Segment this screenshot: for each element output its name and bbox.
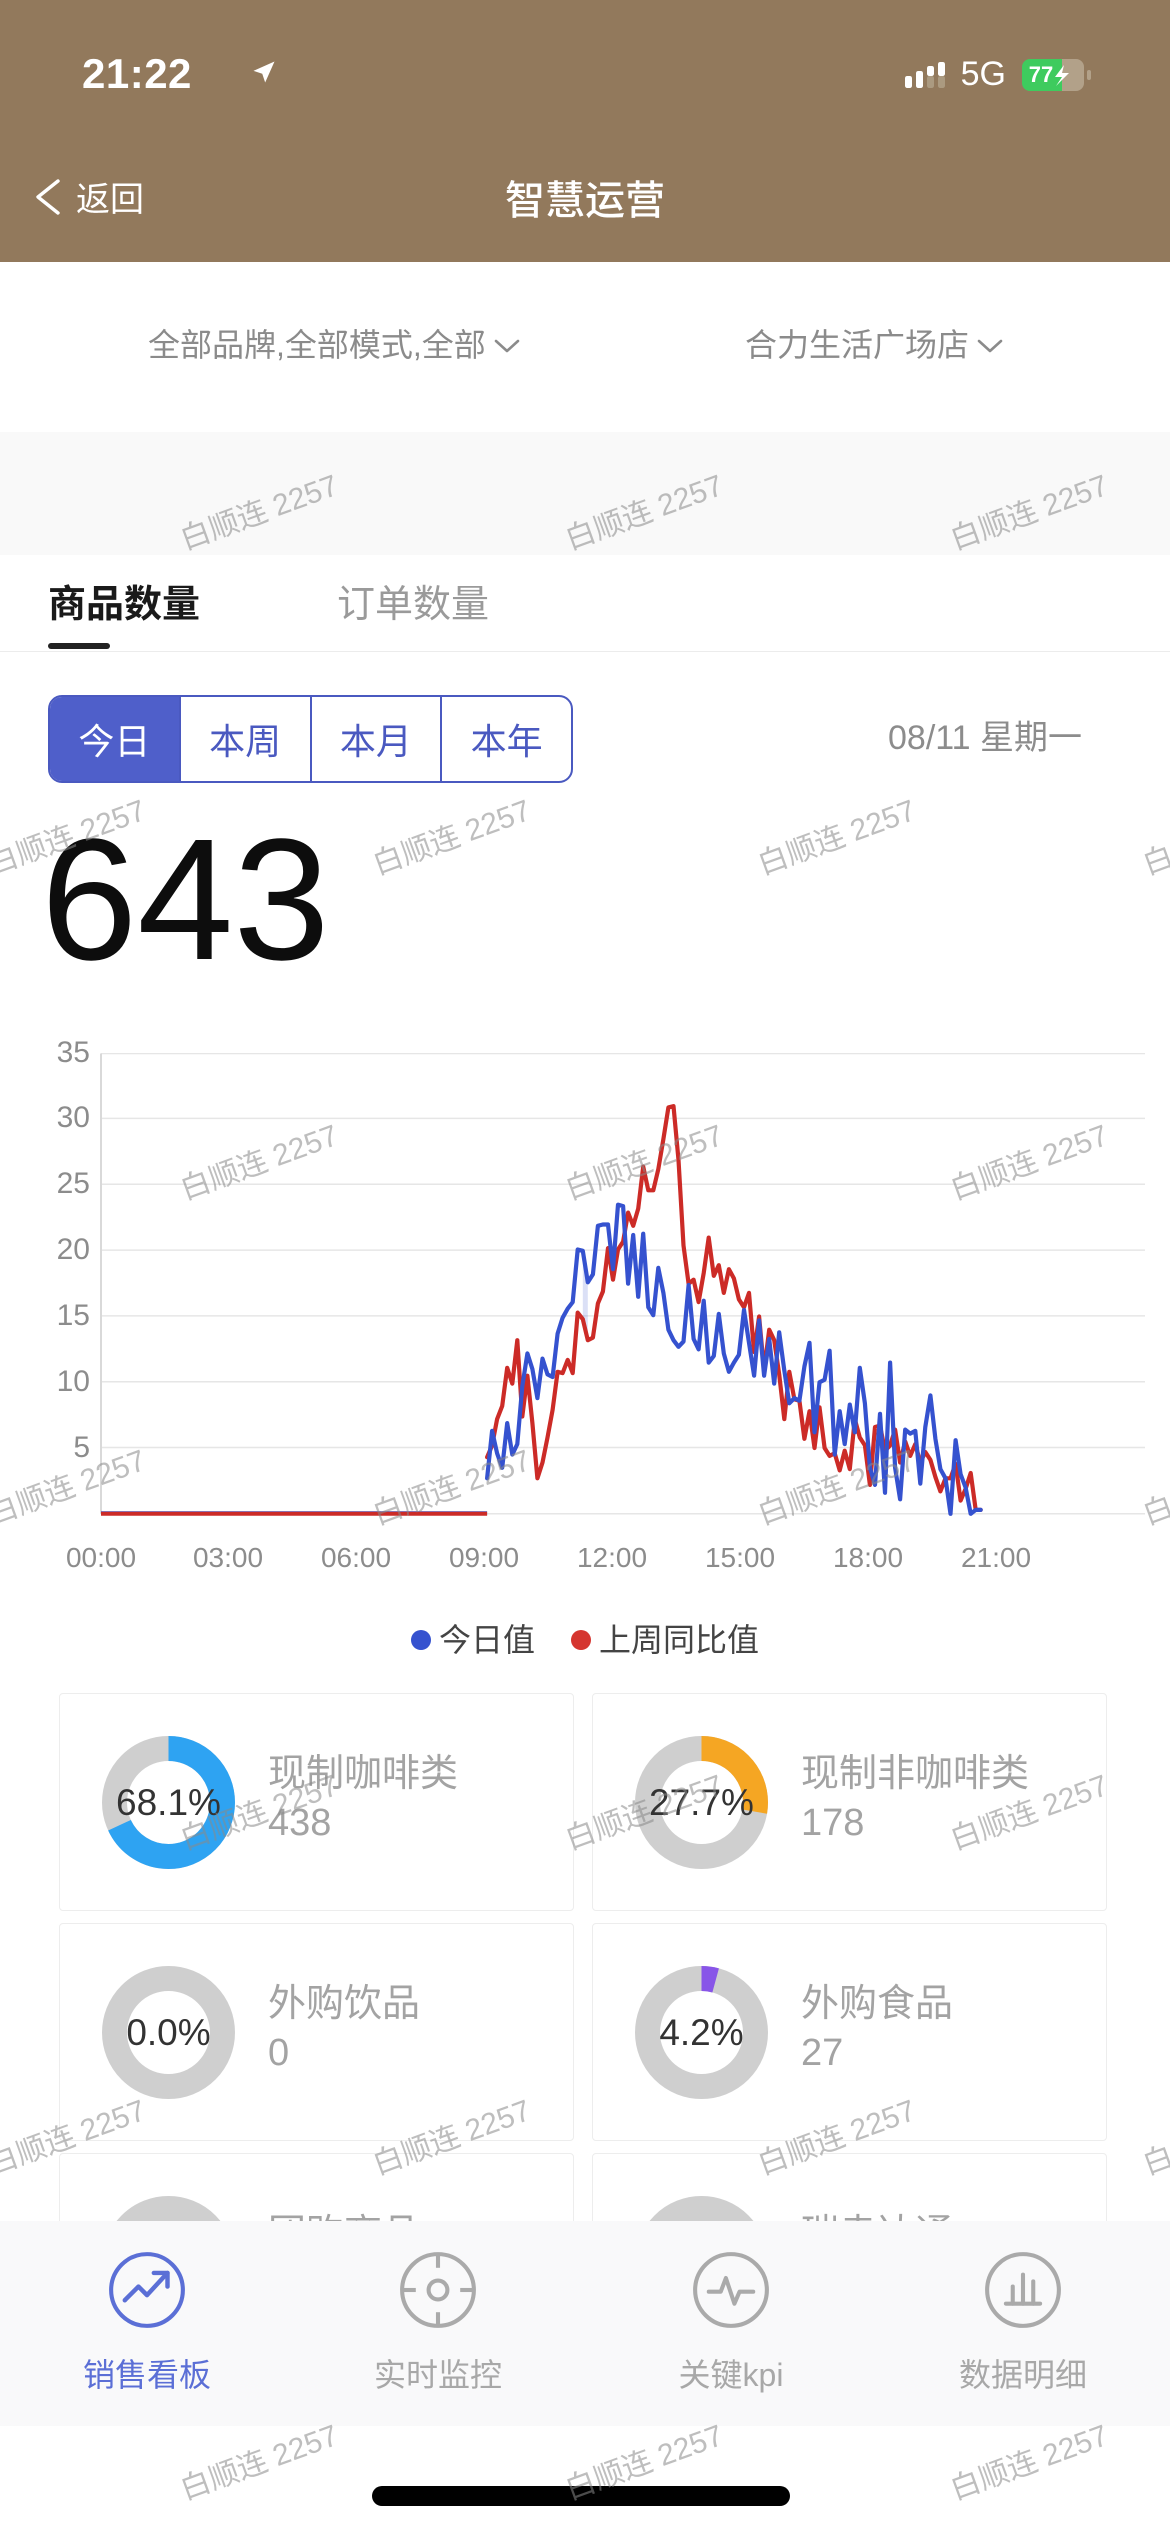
svg-text:白顺连 2257: 白顺连 2257 <box>176 2419 342 2506</box>
svg-text:白顺连 2257: 白顺连 2257 <box>946 2419 1112 2506</box>
svg-text:白顺连 2257: 白顺连 2257 <box>1139 794 1170 881</box>
svg-text:77: 77 <box>1029 62 1053 87</box>
svg-text:白顺连 2257: 白顺连 2257 <box>1139 2094 1170 2181</box>
